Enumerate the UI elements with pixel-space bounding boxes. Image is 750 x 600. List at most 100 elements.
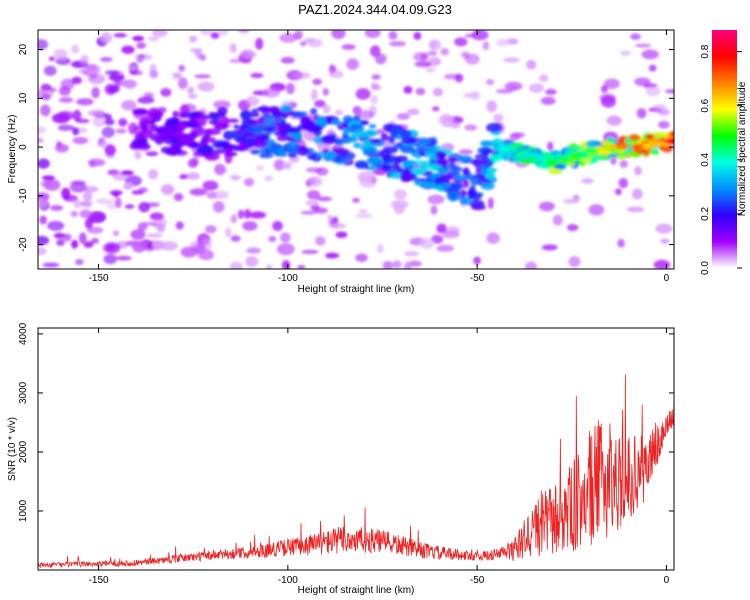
spectrogram-cell: [396, 141, 404, 149]
spectrogram-cell: [331, 30, 346, 40]
spectrogram-cell: [71, 44, 80, 54]
spectrogram-cell: [108, 74, 125, 81]
spectrogram-cell: [288, 140, 298, 148]
y-tick-label: -10: [18, 188, 29, 203]
spectrogram-cell: [414, 141, 426, 148]
spectrogram-cell: [653, 259, 671, 269]
spectrogram-cell: [340, 158, 350, 163]
spectrogram-cell: [259, 153, 274, 159]
spectrogram-cell: [186, 172, 201, 180]
spectrogram-cell: [413, 31, 422, 40]
spectrogram-cell: [156, 222, 166, 233]
spectrogram-cell: [137, 222, 148, 232]
spectrogram-cell: [132, 108, 149, 115]
spectrogram-cell: [546, 158, 555, 165]
spectrogram-cell: [152, 110, 163, 120]
spectrogram-cell: [226, 118, 240, 124]
spectrogram-cell: [352, 197, 360, 203]
spectrogram-cell: [79, 209, 93, 219]
spectrogram-cell: [120, 170, 134, 176]
spectrogram-cell: [350, 124, 362, 130]
spectrogram-cell: [549, 149, 561, 156]
spectrogram-cell: [280, 56, 295, 64]
spectrogram-cell: [113, 33, 127, 38]
spectrogram-cell: [359, 120, 370, 126]
spectrogram-cell: [352, 105, 362, 115]
spectrogram-cell: [118, 118, 128, 127]
spectrogram-cell: [179, 174, 189, 180]
spectrogram-cell: [189, 35, 198, 43]
spectrogram-cell: [629, 133, 640, 142]
spectrogram-cell: [509, 132, 521, 141]
spectrogram-cell: [425, 67, 436, 73]
spectrogram-cell: [459, 189, 467, 199]
spectrogram-cell: [185, 122, 198, 128]
spectrogram-cell: [172, 72, 183, 79]
spectrogram-cell: [78, 232, 87, 244]
spectrogram-cell: [88, 211, 107, 224]
spectrogram-cell: [588, 204, 605, 216]
spectrogram-cell: [180, 246, 198, 258]
spectrogram-cell: [362, 139, 370, 148]
spectrogram-cell: [315, 236, 326, 246]
spectrogram-cell: [238, 30, 250, 34]
spectrogram-cell: [53, 232, 66, 239]
spectrogram-cell: [276, 149, 287, 155]
spectrogram-cell: [214, 163, 226, 176]
spectrogram-cell: [538, 201, 555, 212]
spectrogram-cell: [230, 235, 241, 242]
spectrogram-cell: [538, 74, 549, 83]
spectrogram-cell: [70, 210, 79, 218]
spectrogram-cell: [482, 148, 490, 157]
spectrogram-cell: [369, 45, 381, 58]
spectrogram-cell: [160, 184, 175, 195]
spectrogram-cell: [355, 253, 368, 262]
spectrogram-cell: [54, 143, 69, 153]
x-tick-label: -50: [470, 273, 485, 284]
spectrogram-cell: [178, 134, 192, 144]
spectrogram-cell: [430, 234, 444, 244]
spectrogram-cell: [418, 181, 431, 188]
spectrogram-cell: [279, 32, 298, 43]
spectrogram-cell: [72, 136, 89, 145]
spectrogram-cell: [218, 122, 230, 129]
spectrogram-cell: [364, 30, 381, 38]
spectrogram-cell: [50, 205, 64, 211]
spectrogram-cell: [208, 111, 216, 118]
spectrogram-cell: [83, 185, 99, 193]
spectrogram-cell: [255, 166, 265, 171]
spectrogram-cell: [313, 207, 328, 214]
spectrogram-cell: [390, 125, 400, 133]
spectrogram-cell: [606, 115, 622, 126]
spectrogram-cell: [355, 213, 373, 219]
spectrogram-cell: [198, 145, 215, 155]
spectrogram-cell: [396, 155, 408, 163]
spectrogram-cell: [132, 241, 147, 253]
spectrogram-cell: [480, 165, 488, 175]
spectrogram-cell: [454, 174, 467, 180]
spectrogram-cell: [420, 52, 429, 61]
spectrogram-cell: [346, 58, 360, 70]
spectrogram-cell: [467, 193, 483, 200]
spectrogram-cell: [432, 87, 443, 97]
spectrogram-cell: [76, 98, 94, 106]
spectrogram-cell: [244, 132, 256, 138]
spectrogram-cell: [366, 156, 383, 165]
spectrogram-cell: [167, 117, 180, 127]
spectrogram-cell: [136, 42, 147, 49]
spectrogram-cell: [160, 133, 174, 141]
spectrogram-cell: [343, 136, 358, 143]
spectrogram-cell: [305, 200, 320, 207]
spectrogram-cell: [511, 142, 524, 149]
spectrogram-cell: [617, 153, 625, 160]
spectrogram-cell: [326, 214, 334, 221]
spectrogram-cell: [462, 179, 470, 189]
spectrogram-cell: [632, 143, 643, 150]
spectrogram-cell: [122, 182, 133, 190]
snr-panel: -150 -100 -50 0 1000 2000 3000 4000 Height of …: [7, 322, 675, 596]
spectrogram-cell: [524, 261, 538, 269]
spectrogram-cell: [146, 233, 163, 238]
spectrogram-cell: [421, 150, 437, 158]
colorbar-tick-label: 0.2: [700, 207, 711, 221]
spectrogram-cell: [175, 221, 184, 230]
